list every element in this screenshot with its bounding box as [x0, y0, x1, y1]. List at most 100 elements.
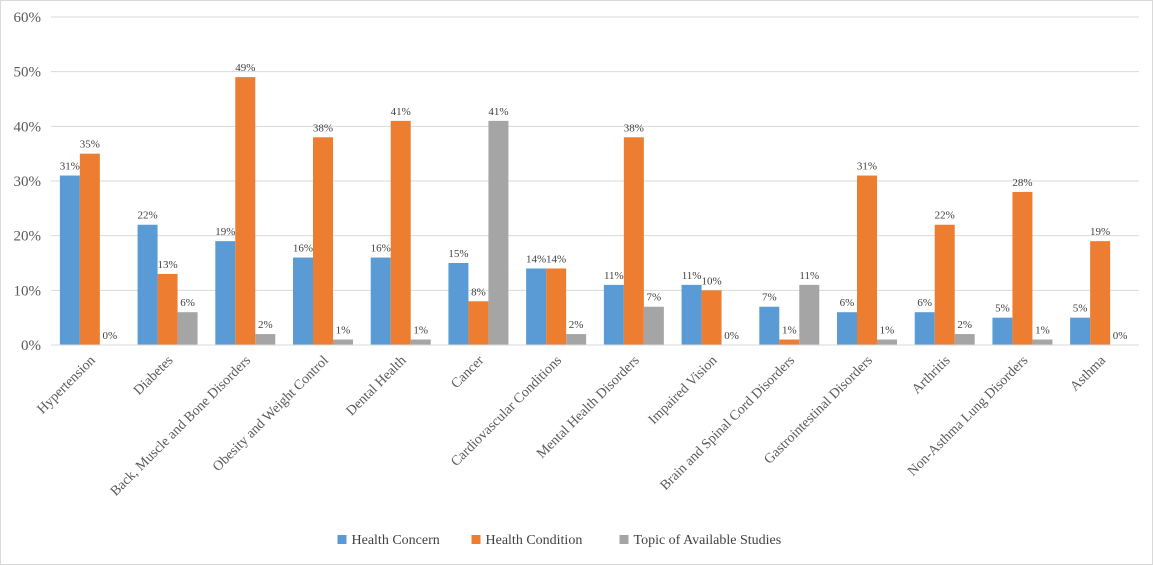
bar: [603, 284, 624, 345]
data-label: 7%: [647, 292, 662, 304]
y-tick-label: 10%: [14, 283, 42, 299]
bar: [448, 263, 469, 345]
y-tick-label: 40%: [14, 119, 42, 135]
bar: [157, 273, 178, 345]
bar: [215, 241, 236, 345]
y-tick-label: 0%: [21, 338, 41, 354]
legend-swatch: [337, 535, 347, 544]
bar: [992, 317, 1013, 345]
data-label: 22%: [935, 210, 955, 222]
bar: [255, 334, 276, 345]
x-tick-label: Impaired Vision: [646, 353, 720, 427]
x-tick-label: Hypertension: [35, 353, 99, 417]
bar: [313, 137, 333, 345]
bar: [137, 224, 158, 345]
data-label: 1%: [413, 325, 428, 337]
data-label: 0%: [1113, 330, 1128, 342]
y-tick-label: 20%: [14, 229, 42, 245]
y-tick-label: 50%: [14, 65, 42, 81]
bar: [526, 268, 547, 345]
data-label: 2%: [258, 319, 273, 331]
data-label: 11%: [604, 270, 624, 282]
bar: [623, 137, 644, 345]
bar: [1070, 317, 1091, 345]
data-label: 7%: [762, 292, 777, 304]
data-label: 31%: [857, 161, 877, 173]
legend-label: Health Concern: [352, 533, 440, 548]
bar: [643, 306, 664, 345]
data-label: 16%: [293, 243, 313, 255]
data-label: 6%: [917, 297, 932, 309]
x-tick-label: Dental Health: [344, 353, 410, 419]
bar: [488, 120, 509, 345]
x-tick-label: Cancer: [449, 353, 488, 392]
data-labels: 31%35%0%22%13%6%19%49%2%16%38%1%16%41%1%…: [60, 62, 1128, 342]
data-label: 2%: [569, 319, 584, 331]
bar: [177, 312, 198, 345]
bar: [914, 312, 935, 345]
bar: [1012, 191, 1033, 345]
bar: [954, 334, 975, 345]
data-label: 11%: [682, 270, 702, 282]
data-label: 38%: [313, 122, 333, 134]
data-label: 15%: [448, 248, 468, 260]
data-label: 5%: [995, 303, 1010, 315]
data-label: 2%: [957, 319, 972, 331]
data-label: 11%: [799, 270, 819, 282]
data-label: 14%: [546, 253, 566, 265]
data-label: 35%: [80, 139, 100, 151]
data-label: 22%: [137, 210, 157, 222]
bar: [293, 257, 313, 345]
bar: [779, 339, 800, 345]
x-tick-label: Asthma: [1068, 353, 1110, 395]
data-label: 38%: [624, 122, 644, 134]
bar: [59, 175, 80, 345]
legend-label: Topic of Available Studies: [634, 533, 782, 548]
bar: [857, 175, 877, 345]
data-label: 19%: [1090, 226, 1110, 238]
y-tick-label: 30%: [14, 174, 42, 190]
data-label: 8%: [471, 286, 486, 298]
bar: [370, 257, 391, 345]
data-label: 0%: [724, 330, 739, 342]
x-tick-label: Brain and Spinal Cord Disorders: [658, 353, 798, 493]
data-label: 31%: [60, 161, 80, 173]
gridlines: [51, 16, 1139, 291]
data-label: 41%: [391, 106, 411, 118]
bar: [1090, 241, 1111, 345]
bar: [681, 284, 702, 345]
bar: [468, 301, 489, 345]
bar: [759, 306, 780, 345]
legend: Health Concern Health Condition Topic of A…: [337, 533, 782, 548]
x-tick-label: Back, Muscle and Bone Disorders: [108, 353, 254, 499]
bar: [566, 334, 587, 345]
x-tick-label: Arthritis: [909, 353, 953, 397]
data-label: 1%: [336, 325, 351, 337]
x-tick-label: Diabetes: [131, 353, 176, 398]
y-tick-label: 60%: [14, 10, 42, 26]
bar: [410, 339, 431, 345]
legend-swatch: [471, 535, 481, 544]
bar: [235, 77, 256, 345]
data-label: 19%: [215, 226, 235, 238]
bar: [390, 120, 411, 345]
data-label: 10%: [701, 275, 721, 287]
data-label: 1%: [782, 325, 797, 337]
bar: [877, 339, 897, 345]
data-label: 28%: [1012, 177, 1032, 189]
bar: [934, 224, 955, 345]
bars: [59, 77, 1111, 345]
data-label: 5%: [1073, 303, 1088, 315]
data-label: 1%: [1035, 325, 1050, 337]
data-label: 41%: [488, 106, 508, 118]
data-label: 13%: [157, 259, 177, 271]
data-label: 14%: [526, 253, 546, 265]
data-label: 49%: [235, 62, 255, 74]
data-label: 16%: [371, 243, 391, 255]
legend-label: Health Condition: [486, 533, 583, 548]
data-label: 0%: [103, 330, 118, 342]
data-label: 6%: [180, 297, 195, 309]
bar: [799, 284, 820, 345]
legend-swatch: [619, 535, 629, 544]
